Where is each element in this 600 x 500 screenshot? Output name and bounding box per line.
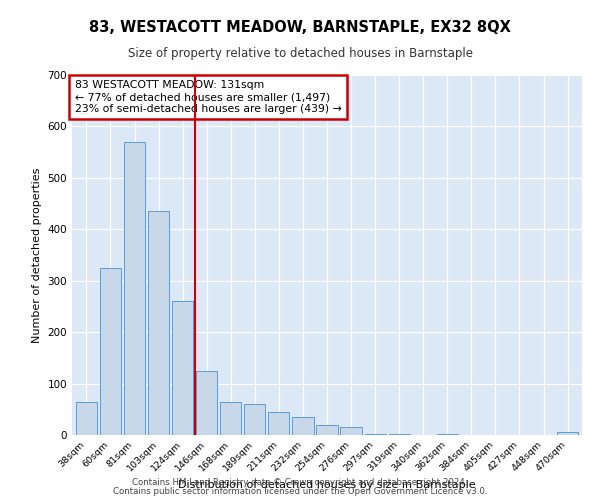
- Text: 83, WESTACOTT MEADOW, BARNSTAPLE, EX32 8QX: 83, WESTACOTT MEADOW, BARNSTAPLE, EX32 8…: [89, 20, 511, 35]
- Text: Contains public sector information licensed under the Open Government Licence v3: Contains public sector information licen…: [113, 487, 487, 496]
- Bar: [148, 212, 169, 435]
- Bar: [340, 428, 362, 435]
- X-axis label: Distribution of detached houses by size in Barnstaple: Distribution of detached houses by size …: [178, 480, 476, 490]
- Bar: [172, 302, 193, 435]
- Text: Contains HM Land Registry data © Crown copyright and database right 2024.: Contains HM Land Registry data © Crown c…: [132, 478, 468, 487]
- Bar: [100, 268, 121, 435]
- Text: 83 WESTACOTT MEADOW: 131sqm
← 77% of detached houses are smaller (1,497)
23% of : 83 WESTACOTT MEADOW: 131sqm ← 77% of det…: [74, 80, 341, 114]
- Bar: [292, 417, 314, 435]
- Bar: [244, 404, 265, 435]
- Bar: [196, 370, 217, 435]
- Bar: [365, 434, 386, 435]
- Bar: [437, 434, 458, 435]
- Bar: [268, 412, 289, 435]
- Bar: [220, 402, 241, 435]
- Text: Size of property relative to detached houses in Barnstaple: Size of property relative to detached ho…: [128, 48, 473, 60]
- Bar: [124, 142, 145, 435]
- Bar: [316, 424, 338, 435]
- Bar: [76, 402, 97, 435]
- Bar: [557, 432, 578, 435]
- Y-axis label: Number of detached properties: Number of detached properties: [32, 168, 42, 342]
- Bar: [389, 434, 410, 435]
